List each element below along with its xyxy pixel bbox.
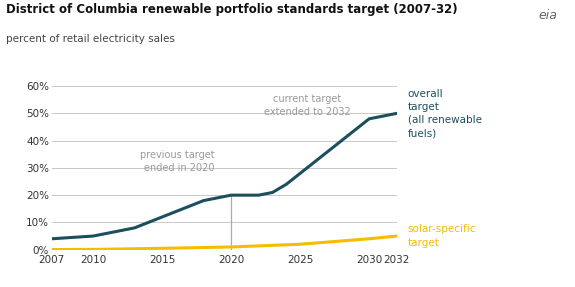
Text: percent of retail electricity sales: percent of retail electricity sales — [6, 34, 175, 44]
Text: solar-specific
target: solar-specific target — [408, 224, 476, 248]
Text: current target
extended to 2032: current target extended to 2032 — [264, 94, 350, 117]
Text: eia: eia — [539, 9, 558, 22]
Text: previous target
ended in 2020: previous target ended in 2020 — [140, 150, 214, 173]
Text: District of Columbia renewable portfolio standards target (2007-32): District of Columbia renewable portfolio… — [6, 3, 457, 16]
Text: overall
target
(all renewable
fuels): overall target (all renewable fuels) — [408, 89, 482, 138]
